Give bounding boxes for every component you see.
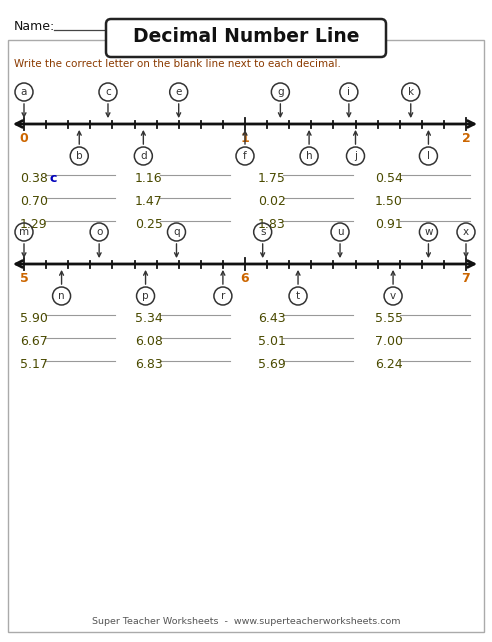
Text: 1: 1 <box>241 132 249 145</box>
Text: r: r <box>221 291 225 301</box>
Text: s: s <box>260 227 265 237</box>
Text: l: l <box>427 151 430 161</box>
Text: j: j <box>354 151 357 161</box>
Text: w: w <box>424 227 432 237</box>
Text: c: c <box>105 87 111 97</box>
Text: 1.50: 1.50 <box>375 195 403 208</box>
Text: 0.38: 0.38 <box>20 172 48 185</box>
Text: 1.75: 1.75 <box>258 172 286 185</box>
Text: x: x <box>463 227 469 237</box>
Text: 1.83: 1.83 <box>258 218 286 231</box>
Text: g: g <box>277 87 284 97</box>
Text: q: q <box>173 227 180 237</box>
Text: f: f <box>243 151 247 161</box>
Text: o: o <box>96 227 102 237</box>
Text: e: e <box>176 87 182 97</box>
Text: 5.34: 5.34 <box>135 312 163 325</box>
Text: a: a <box>21 87 27 97</box>
Text: 6.83: 6.83 <box>135 358 163 371</box>
Text: 2: 2 <box>461 132 470 145</box>
Text: 0.54: 0.54 <box>375 172 403 185</box>
Text: 6: 6 <box>241 272 249 285</box>
Text: Super Teacher Worksheets  -  www.superteacherworksheets.com: Super Teacher Worksheets - www.superteac… <box>92 617 400 626</box>
Text: 5.55: 5.55 <box>375 312 403 325</box>
Text: 7: 7 <box>461 272 470 285</box>
Text: 0.25: 0.25 <box>135 218 163 231</box>
Text: 0: 0 <box>20 132 29 145</box>
Text: 0.70: 0.70 <box>20 195 48 208</box>
Text: 1.29: 1.29 <box>20 218 48 231</box>
Text: c: c <box>50 172 58 185</box>
Text: 7.00: 7.00 <box>375 335 403 348</box>
Text: p: p <box>142 291 149 301</box>
Text: Name:: Name: <box>14 20 55 33</box>
Text: n: n <box>58 291 65 301</box>
FancyBboxPatch shape <box>106 19 386 57</box>
Text: t: t <box>296 291 300 301</box>
Text: 6.24: 6.24 <box>375 358 402 371</box>
Text: 5: 5 <box>20 272 29 285</box>
Text: 6.67: 6.67 <box>20 335 48 348</box>
Text: Decimal Number Line: Decimal Number Line <box>133 28 359 46</box>
Text: u: u <box>337 227 343 237</box>
Text: 1.47: 1.47 <box>135 195 163 208</box>
Text: i: i <box>347 87 350 97</box>
Text: 0.91: 0.91 <box>375 218 403 231</box>
Text: k: k <box>408 87 414 97</box>
Text: 5.90: 5.90 <box>20 312 48 325</box>
Text: 5.01: 5.01 <box>258 335 286 348</box>
Text: Write the correct letter on the blank line next to each decimal.: Write the correct letter on the blank li… <box>14 59 341 69</box>
Text: d: d <box>140 151 147 161</box>
Text: 5.69: 5.69 <box>258 358 286 371</box>
Text: b: b <box>76 151 83 161</box>
Text: h: h <box>306 151 312 161</box>
Text: 6.43: 6.43 <box>258 312 286 325</box>
Text: v: v <box>390 291 396 301</box>
Text: 1.16: 1.16 <box>135 172 163 185</box>
Text: m: m <box>19 227 29 237</box>
Text: 5.17: 5.17 <box>20 358 48 371</box>
Text: 6.08: 6.08 <box>135 335 163 348</box>
Text: 0.02: 0.02 <box>258 195 286 208</box>
